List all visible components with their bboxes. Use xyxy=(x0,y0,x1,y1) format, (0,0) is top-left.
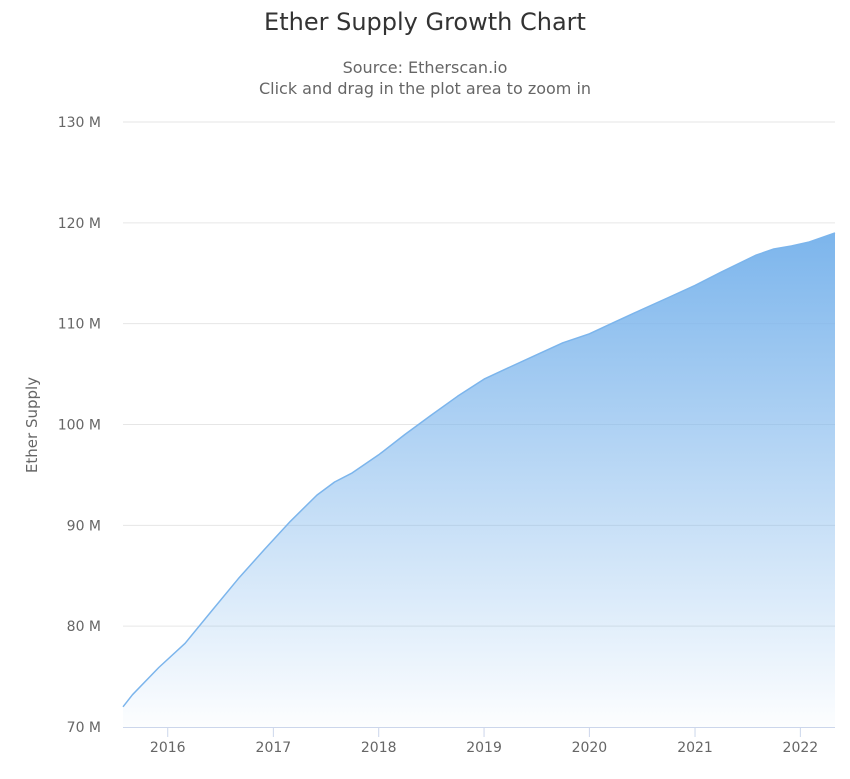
y-tick-label: 110 M xyxy=(58,317,101,333)
chart-title: Ether Supply Growth Chart xyxy=(264,8,586,36)
x-axis: 2016 2017 2018 2019 2020 2021 2022 xyxy=(123,727,835,756)
x-tick-label: 2017 xyxy=(256,740,292,756)
y-tick-label: 100 M xyxy=(58,418,101,434)
chart-subtitle-zoom-hint: Click and drag in the plot area to zoom … xyxy=(258,79,592,98)
x-tick-label: 2016 xyxy=(150,740,186,756)
x-tick-label: 2020 xyxy=(572,740,608,756)
y-tick-label: 70 M xyxy=(67,720,101,736)
y-axis-label: Ether Supply xyxy=(23,377,41,473)
y-axis-ticks: 70 M 80 M 90 M 100 M 110 M 120 M 130 M xyxy=(58,115,101,736)
x-tick-label: 2018 xyxy=(361,740,397,756)
x-tick-label: 2019 xyxy=(466,740,502,756)
supply-series-line xyxy=(122,232,836,708)
chart-subtitle-source: Source: Etherscan.io xyxy=(342,58,508,77)
plot-area[interactable] xyxy=(122,232,836,727)
y-tick-label: 130 M xyxy=(58,115,101,131)
supply-area-fill xyxy=(123,232,835,727)
x-tick-label: 2022 xyxy=(783,740,819,756)
y-tick-label: 90 M xyxy=(67,518,101,534)
y-tick-label: 120 M xyxy=(58,216,101,232)
x-tick-label: 2021 xyxy=(677,740,713,756)
y-tick-label: 80 M xyxy=(67,619,101,635)
